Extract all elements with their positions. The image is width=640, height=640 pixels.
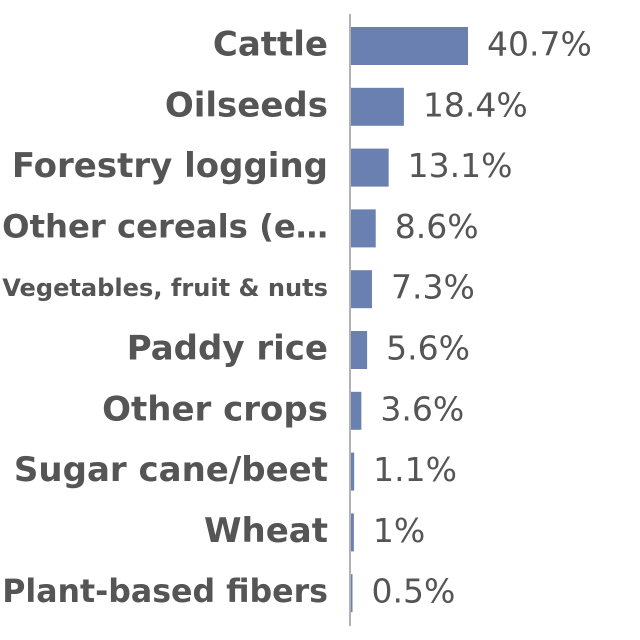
bar bbox=[351, 331, 368, 369]
bar bbox=[351, 27, 468, 65]
category-label: Other cereals (e… bbox=[2, 207, 328, 245]
bar bbox=[351, 452, 355, 491]
category-label: Wheat bbox=[204, 511, 328, 551]
category-label: Forestry logging bbox=[12, 146, 328, 186]
value-label: 1.1% bbox=[373, 450, 457, 489]
value-label: 40.7% bbox=[487, 25, 592, 64]
value-label: 7.3% bbox=[391, 268, 475, 307]
bar bbox=[351, 148, 389, 187]
value-label: 18.4% bbox=[423, 85, 528, 124]
bar bbox=[351, 270, 372, 309]
value-label: 1% bbox=[373, 511, 425, 550]
bar bbox=[351, 209, 376, 248]
value-label: 3.6% bbox=[380, 389, 464, 428]
bar bbox=[351, 391, 362, 430]
value-label: 13.1% bbox=[408, 146, 513, 185]
category-label: Paddy rice bbox=[127, 329, 328, 369]
bar bbox=[351, 513, 354, 552]
value-label: 0.5% bbox=[372, 572, 456, 611]
bar bbox=[351, 574, 353, 613]
category-label: Other crops bbox=[102, 389, 328, 429]
category-label: Oilseeds bbox=[165, 85, 328, 125]
value-label: 5.6% bbox=[386, 329, 470, 368]
category-label: Sugar cane/beet bbox=[14, 450, 328, 490]
category-label: Plant-based fibers bbox=[2, 574, 328, 610]
category-label: Cattle bbox=[213, 25, 328, 65]
bar bbox=[351, 87, 404, 126]
category-label: Vegetables, fruit & nuts bbox=[2, 274, 328, 302]
value-label: 8.6% bbox=[395, 207, 479, 246]
